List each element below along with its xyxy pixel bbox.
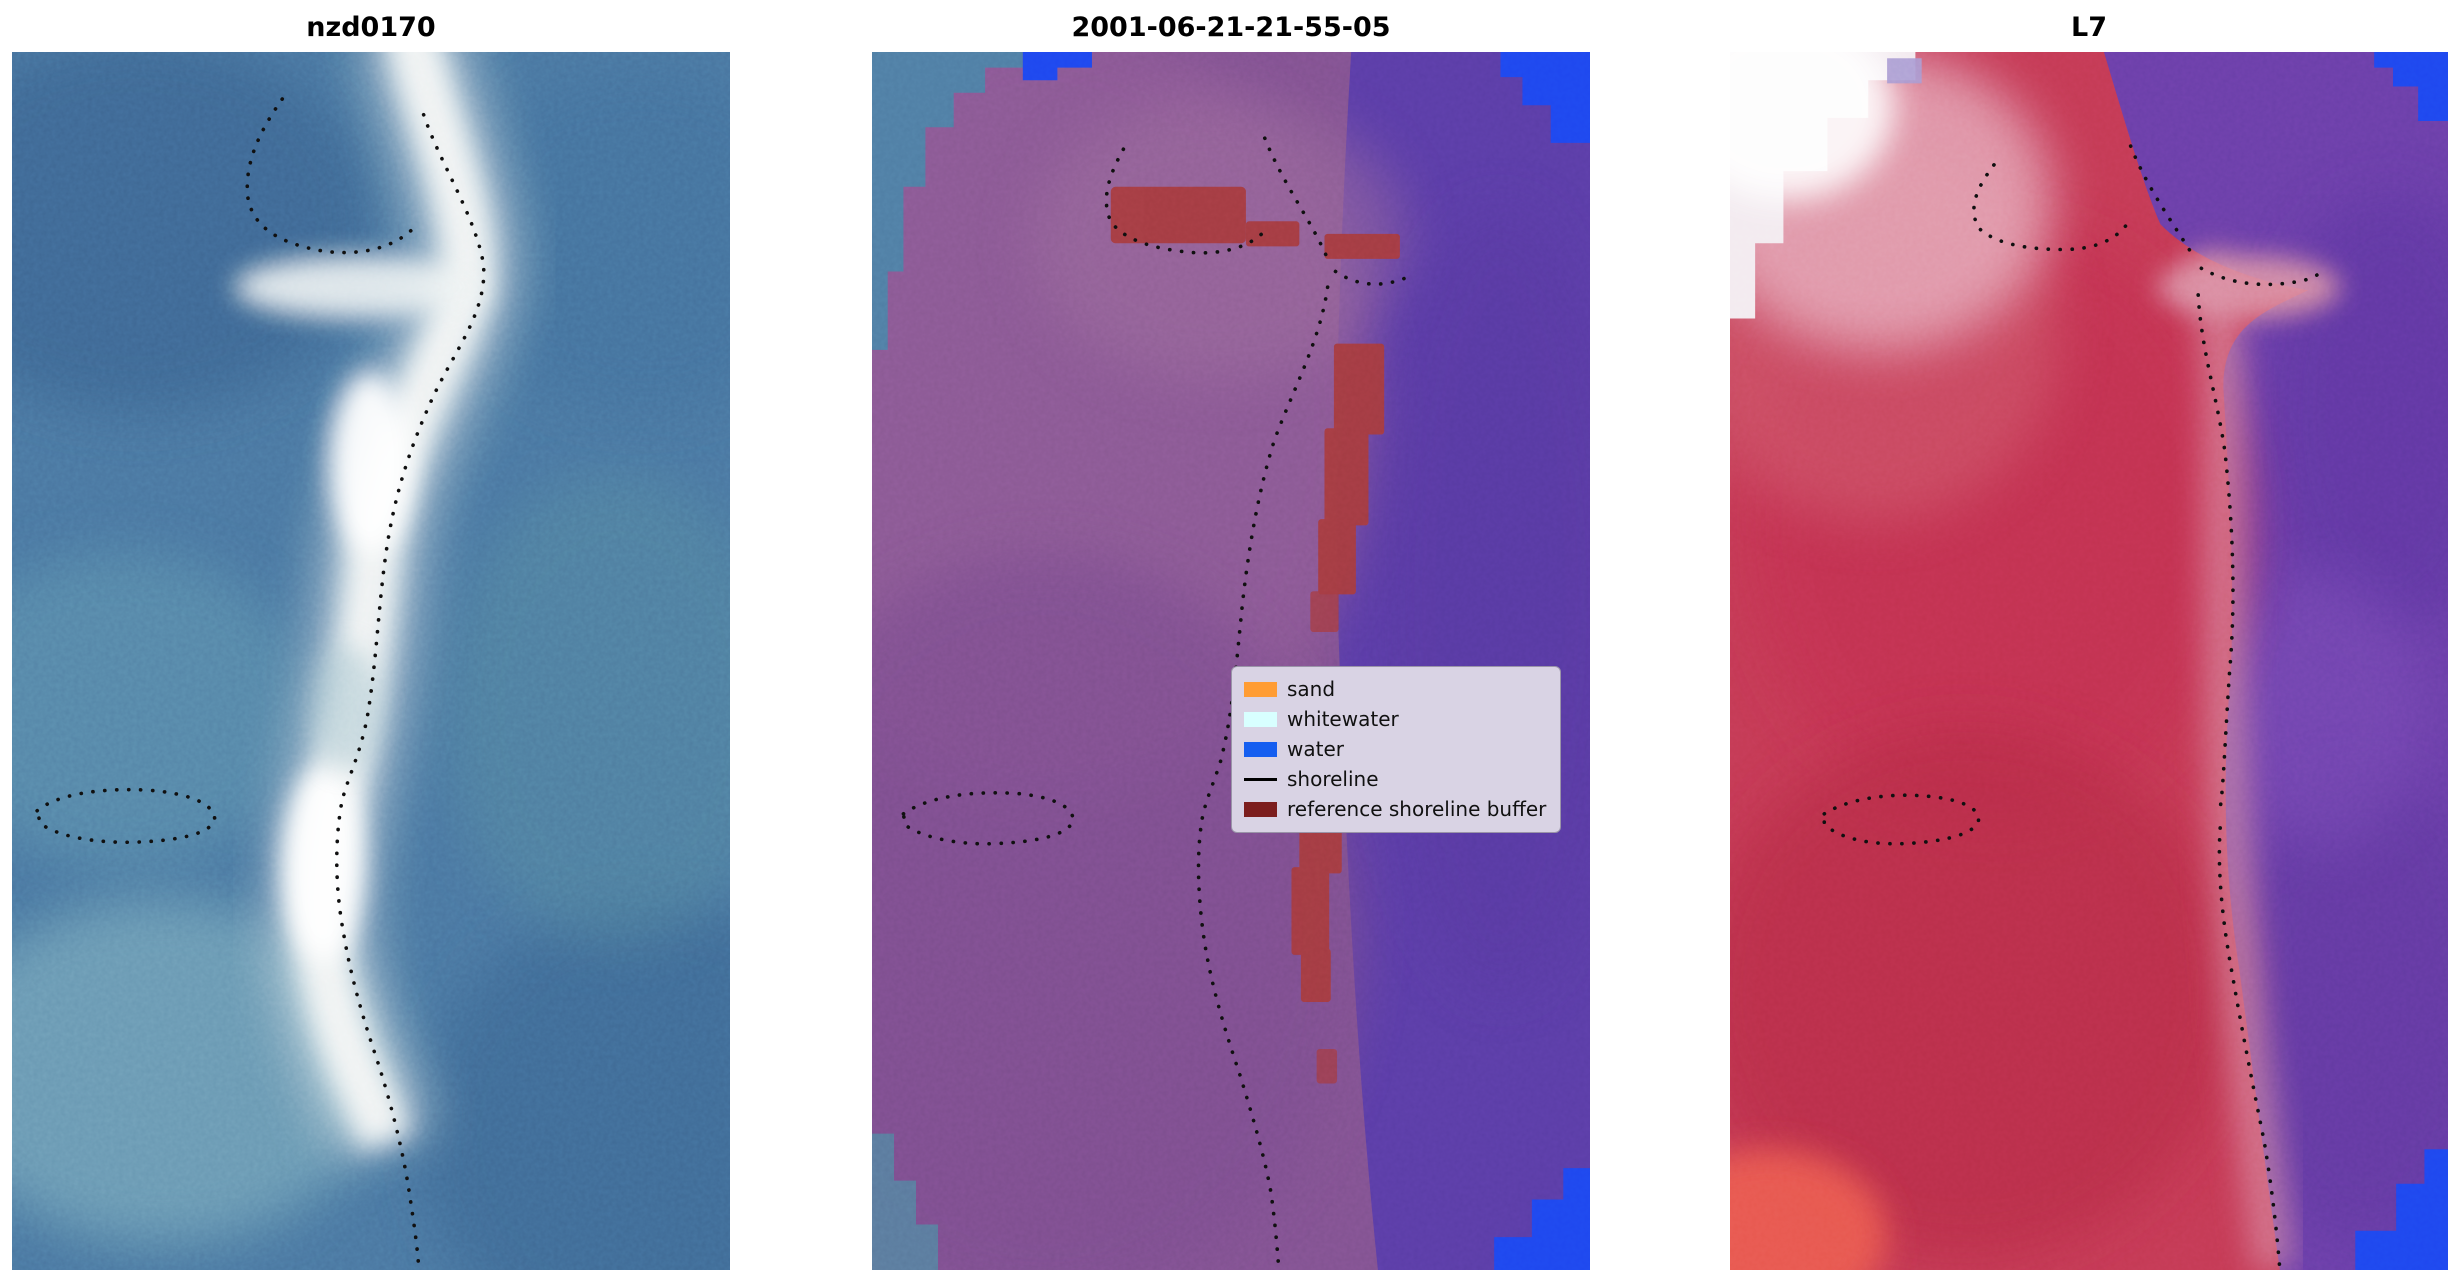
panel-band: L7 — [1730, 8, 2448, 1270]
band-image-canvas — [1730, 52, 2448, 1270]
panel-band-title: L7 — [2071, 12, 2107, 43]
reference-buffer-swatch — [1244, 801, 1277, 817]
classified-image-canvas — [872, 52, 1590, 1270]
legend-label-reference-buffer: reference shoreline buffer — [1287, 797, 1547, 822]
rgb-image-canvas — [12, 52, 730, 1270]
panel-rgb-title: nzd0170 — [306, 12, 436, 43]
sand-swatch — [1244, 681, 1277, 697]
legend-item-sand: sand — [1244, 676, 1546, 703]
legend: sand whitewater water shoreline referenc… — [1231, 665, 1562, 833]
band-image — [1730, 52, 2448, 1270]
panel-rgb: nzd0170 — [12, 8, 730, 1270]
legend-item-whitewater: whitewater — [1244, 706, 1546, 733]
classified-image: sand whitewater water shoreline referenc… — [872, 52, 1590, 1270]
panel-classified: 2001-06-21-21-55-05 — [872, 8, 1590, 1270]
legend-label-shoreline: shoreline — [1287, 767, 1379, 792]
shoreline-dots-classified — [901, 136, 1408, 1270]
shoreline-dots-rgb — [35, 97, 486, 1270]
whitewater-swatch — [1244, 711, 1277, 727]
satellite-image-rgb — [12, 52, 730, 1270]
shoreline-swatch — [1244, 777, 1277, 781]
legend-label-sand: sand — [1287, 677, 1336, 702]
legend-item-shoreline: shoreline — [1244, 766, 1546, 793]
legend-item-reference-buffer: reference shoreline buffer — [1244, 796, 1546, 823]
water-swatch — [1244, 741, 1277, 757]
panel-classified-title: 2001-06-21-21-55-05 — [1071, 12, 1391, 43]
legend-label-whitewater: whitewater — [1287, 707, 1399, 732]
shoreline-dots-band — [1822, 144, 2320, 1270]
legend-item-water: water — [1244, 736, 1546, 763]
legend-label-water: water — [1287, 737, 1344, 762]
